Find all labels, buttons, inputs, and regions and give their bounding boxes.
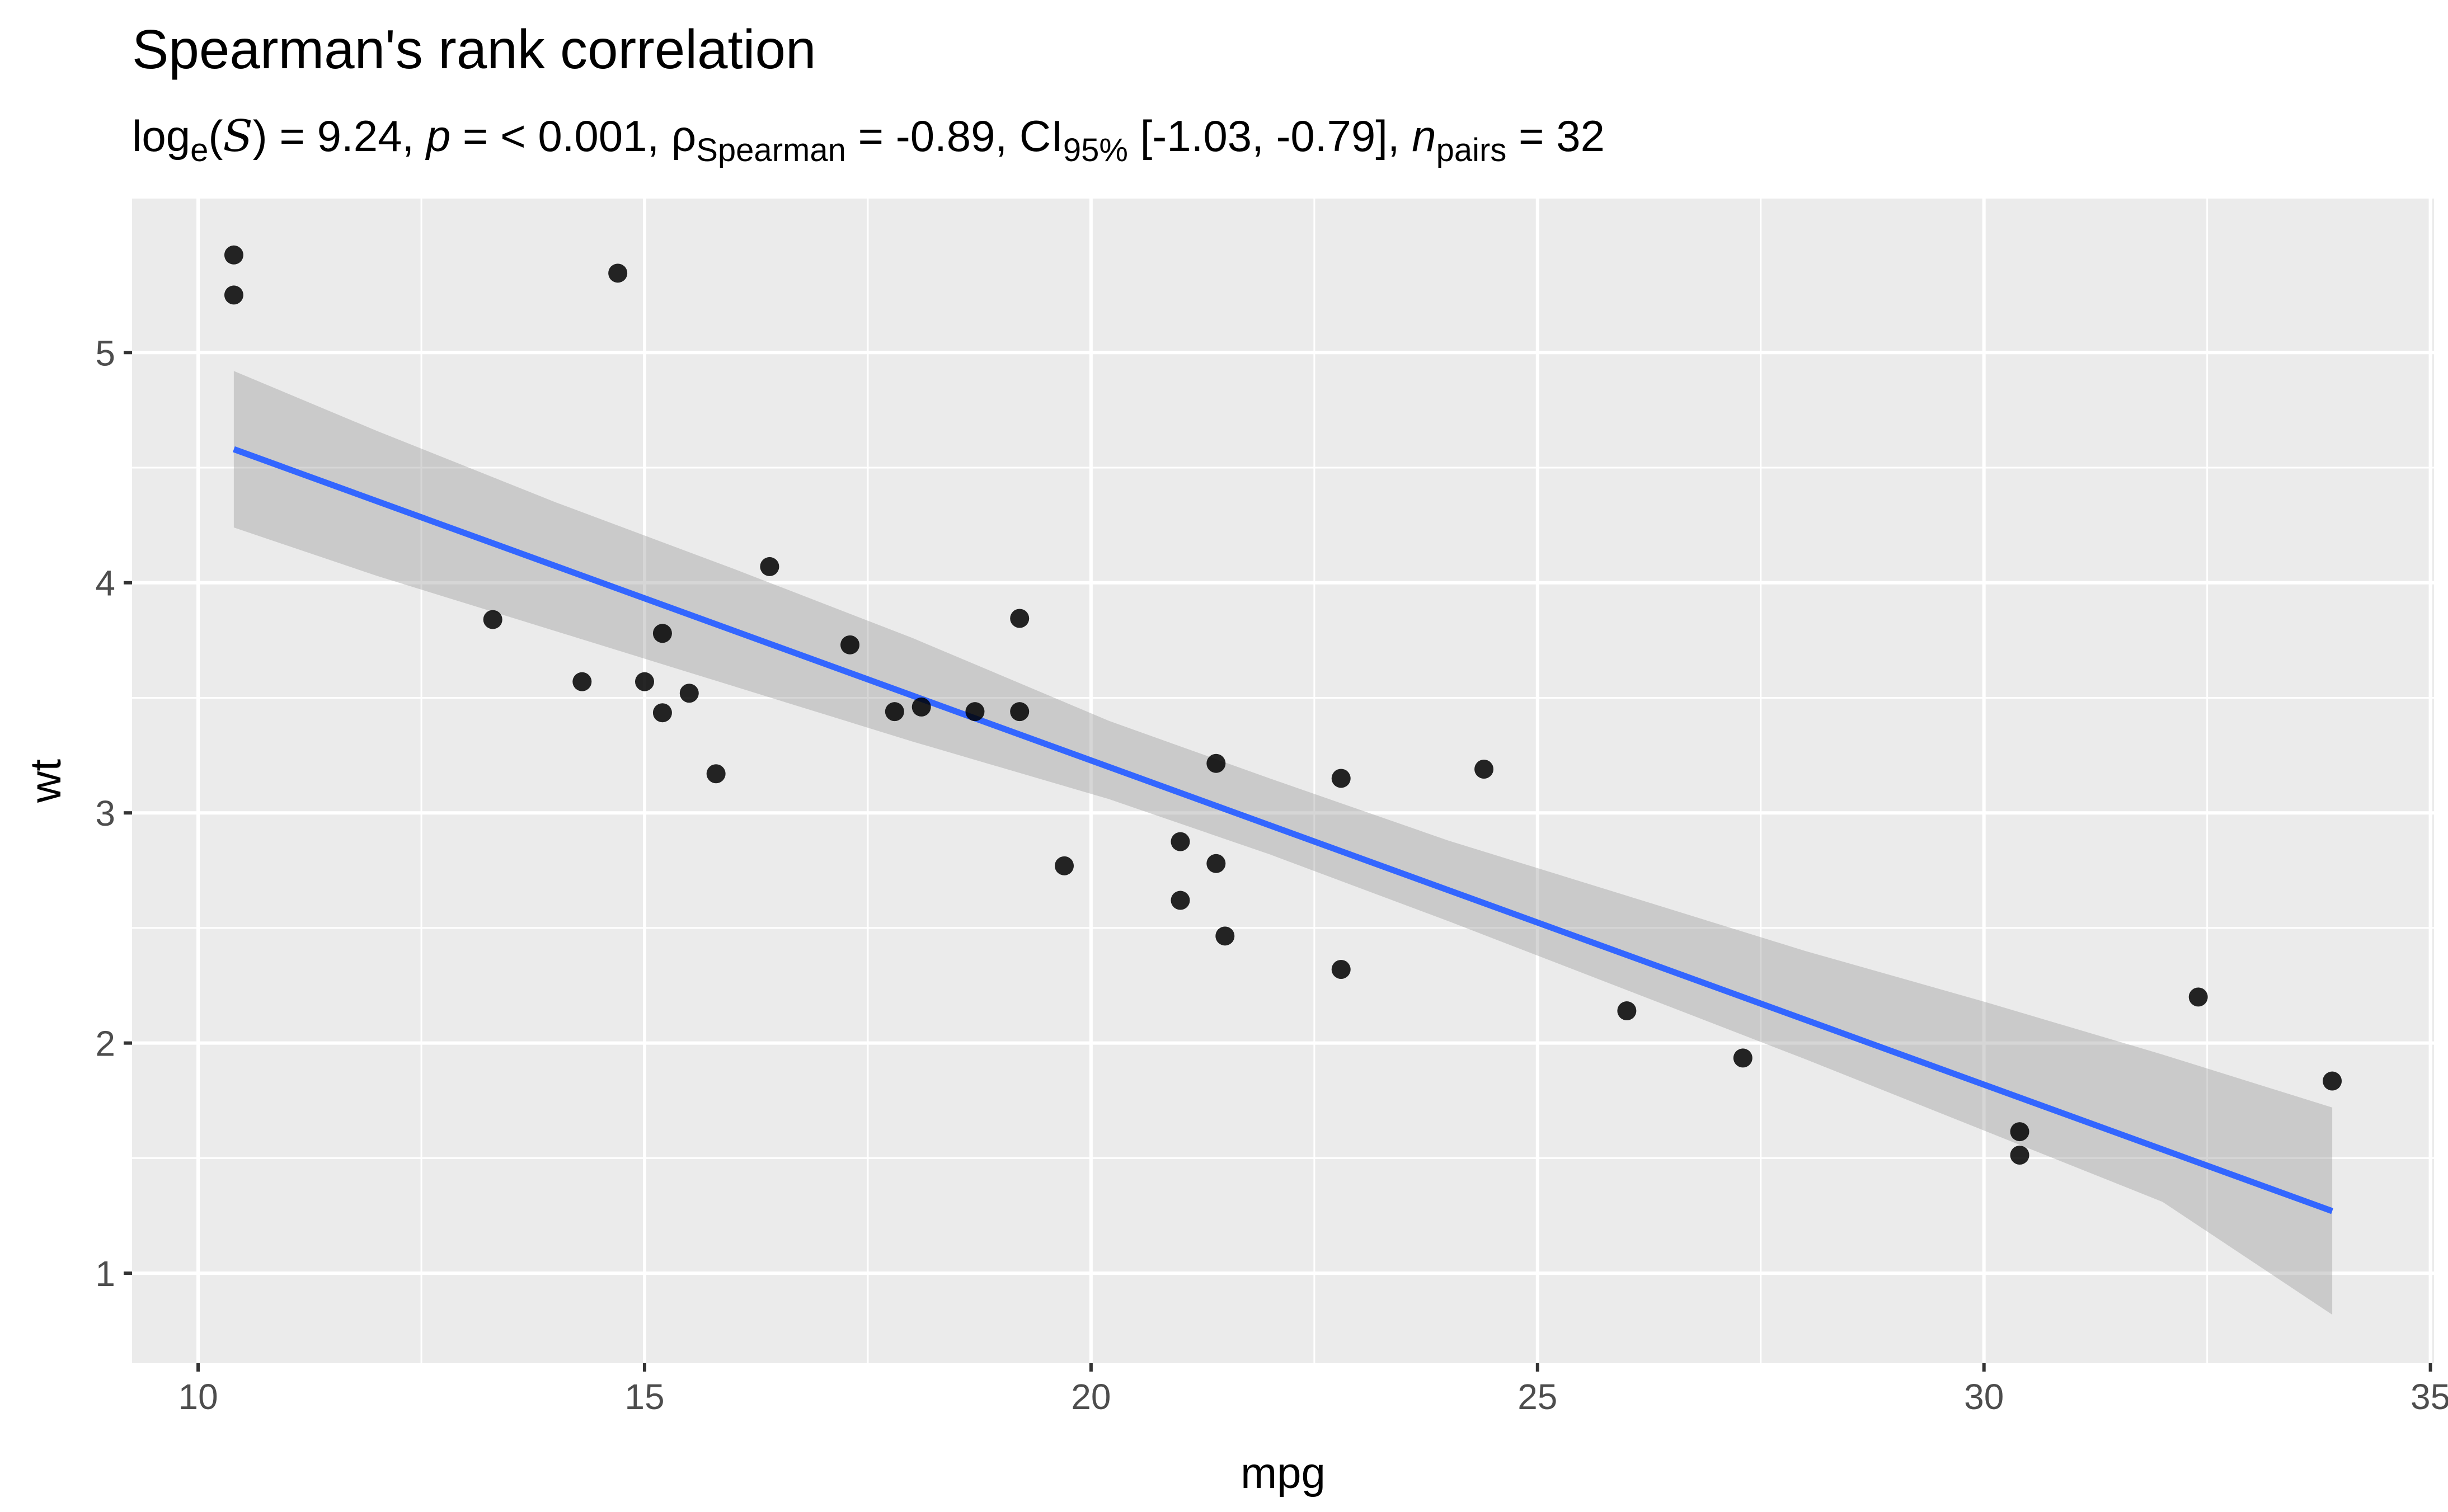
subtitle-ci-label: CI: [1019, 111, 1063, 161]
data-point-19: [2010, 1122, 2029, 1142]
subtitle-n-symbol: n: [1412, 111, 1436, 161]
subtitle-rho-sub: Spearman: [696, 132, 846, 168]
regression-line: [233, 446, 2333, 1214]
plot-panel: [132, 199, 2434, 1363]
data-point-20: [2323, 1071, 2342, 1091]
data-point-14: [652, 624, 672, 643]
data-point-10: [1010, 702, 1030, 722]
subtitle-n-sub: pairs: [1436, 132, 1507, 168]
data-point-18: [2188, 987, 2208, 1007]
data-point-6: [911, 697, 931, 717]
x-axis: 10 15 20 25 30 35: [178, 1363, 2448, 1417]
data-point-5: [965, 702, 985, 722]
x-tick-label: 20: [1071, 1377, 1111, 1417]
data-point-32: [1206, 854, 1226, 873]
data-point-2: [1171, 832, 1190, 851]
data-point-27: [1617, 1001, 1637, 1021]
y-tick-label: 2: [95, 1024, 115, 1064]
subtitle-ci-value: [-1.03, -0.79],: [1128, 111, 1412, 161]
y-tick-label: 5: [95, 333, 115, 373]
data-point-25: [1010, 609, 1030, 628]
grid-minor: [132, 199, 2434, 1363]
data-point-30: [1055, 856, 1074, 875]
y-axis-title: wt: [21, 759, 70, 803]
x-tick-label: 35: [2411, 1377, 2448, 1417]
y-tick-label: 4: [95, 563, 115, 604]
subtitle-ci-sub: 95%: [1063, 132, 1128, 168]
y-tick-label: 1: [95, 1254, 115, 1294]
data-point-31: [635, 672, 654, 691]
data-point-1: [1171, 891, 1190, 910]
data-point-11: [885, 702, 904, 722]
subtitle-n-value: = 32: [1506, 111, 1605, 161]
subtitle-p-symbol: p: [425, 111, 450, 161]
chart-subtitle: loge(S) = 9.24, p = < 0.001, ρSpearman =…: [132, 111, 1605, 168]
x-tick-label: 15: [624, 1377, 664, 1417]
data-point-9: [1331, 769, 1351, 788]
data-point-21: [1215, 926, 1235, 946]
grid-major: [132, 199, 2434, 1363]
data-point-29: [706, 764, 726, 784]
confidence-band: [233, 371, 2333, 1315]
data-point-24: [483, 610, 502, 629]
x-tick-label: 25: [1517, 1377, 1557, 1417]
data-point-15: [224, 285, 243, 305]
chart-title: Spearman's rank correlation: [132, 18, 816, 80]
subtitle-log-label: log: [132, 111, 190, 161]
data-point-28: [2010, 1146, 2029, 1165]
data-point-7: [572, 672, 592, 691]
subtitle-rho-value: = -0.89,: [846, 111, 1019, 161]
x-tick-label: 10: [178, 1377, 218, 1417]
data-point-17: [608, 263, 628, 283]
data-point-26: [1733, 1048, 1752, 1068]
subtitle-log-sub: e: [190, 132, 208, 168]
data-point-3: [1331, 959, 1351, 979]
data-point-13: [840, 635, 860, 654]
data-point-23: [652, 703, 672, 723]
x-axis-title: mpg: [1241, 1448, 1326, 1497]
y-tick-label: 3: [95, 793, 115, 833]
subtitle-rho-symbol: ρ: [671, 111, 696, 161]
data-point-12: [760, 557, 779, 576]
data-point-16: [224, 245, 243, 265]
data-point-22: [679, 684, 699, 703]
subtitle-stat-value: = 9.24,: [267, 111, 426, 161]
data-point-4: [1206, 753, 1226, 773]
subtitle-p-value: = < 0.001,: [450, 111, 671, 161]
data-points: [224, 245, 2342, 1165]
subtitle-stat-symbol: S: [223, 111, 252, 162]
data-point-8: [1474, 760, 1494, 779]
y-axis: 1 2 3 4 5: [95, 333, 132, 1294]
x-tick-label: 30: [1964, 1377, 2004, 1417]
